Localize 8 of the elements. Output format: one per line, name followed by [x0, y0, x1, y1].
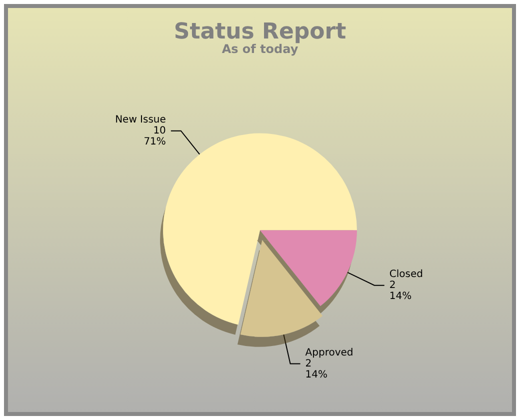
chart-subtitle: As of today — [222, 42, 298, 56]
slice-label: Approved — [305, 347, 354, 358]
slice-label: Closed — [389, 268, 423, 280]
slice-label: New Issue — [115, 114, 166, 126]
data-label: 10 71% — [144, 125, 166, 148]
chart-title: Status Report — [174, 20, 347, 44]
data-label: 2 14% — [305, 358, 328, 380]
data-label: 2 14% — [389, 280, 412, 302]
